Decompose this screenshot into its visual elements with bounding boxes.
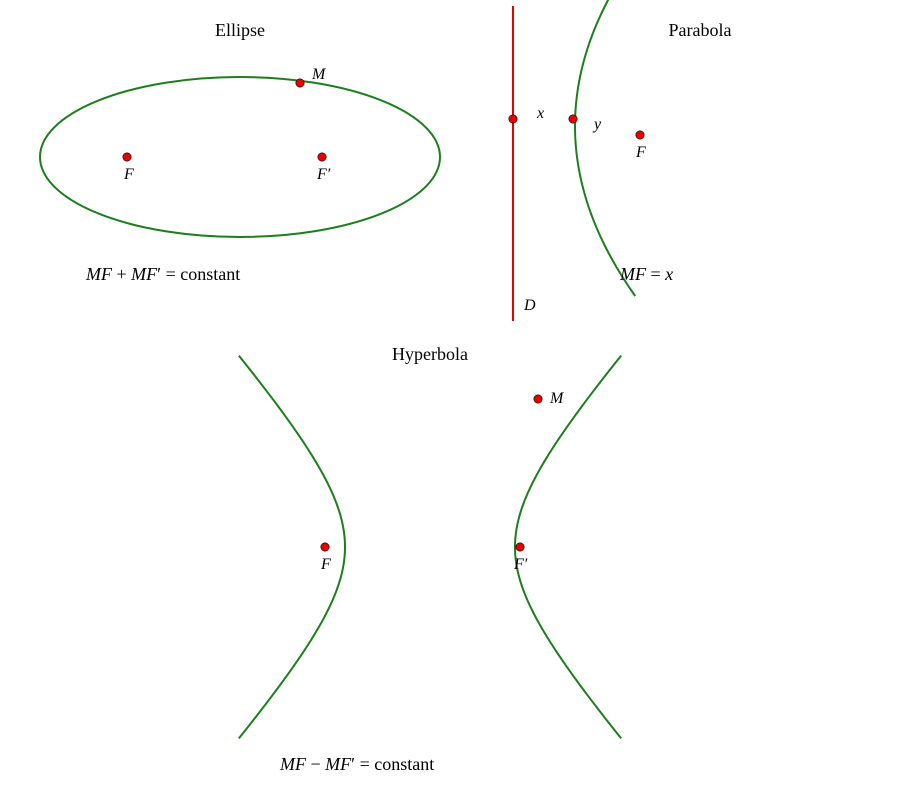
parabola-label-F: F [635,144,646,161]
parabola-point-x [509,115,517,123]
ellipse-label-F_prime: F′ [316,166,331,183]
hyperbola-label-F_prime: F′ [513,556,528,573]
parabola-title: Parabola [669,20,732,40]
ellipse-label-M: M [311,66,327,83]
ellipse-relation: MF + MF′ = constant [85,264,240,284]
hyperbola-point-F_prime [516,543,524,551]
parabola-directrix-label: D [523,297,536,314]
hyperbola-label-M: M [549,390,565,407]
ellipse-point-M [296,79,304,87]
parabola-curve [575,0,635,296]
parabola-relation: MF = x [619,264,673,284]
parabola-point-M [569,115,577,123]
hyperbola-point-F [321,543,329,551]
ellipse-point-F_prime [318,153,326,161]
ellipse-title: Ellipse [215,20,265,40]
hyperbola-label-F: F [320,556,331,573]
ellipse-curve [40,77,440,237]
hyperbola-point-M [534,395,542,403]
conic-sections-diagram: Ellipse F F′ M MF + MF′ = constant Parabola D F… [0,0,902,788]
hyperbola-relation: MF − MF′ = constant [279,754,434,774]
parabola-point-F [636,131,644,139]
ellipse-label-F: F [123,166,134,183]
parabola-boxed-label-x: x [536,105,544,122]
hyperbola-branch-right [515,356,621,739]
hyperbola-title: Hyperbola [392,344,468,364]
ellipse-point-F [123,153,131,161]
parabola-boxed-label-y: y [592,116,602,133]
